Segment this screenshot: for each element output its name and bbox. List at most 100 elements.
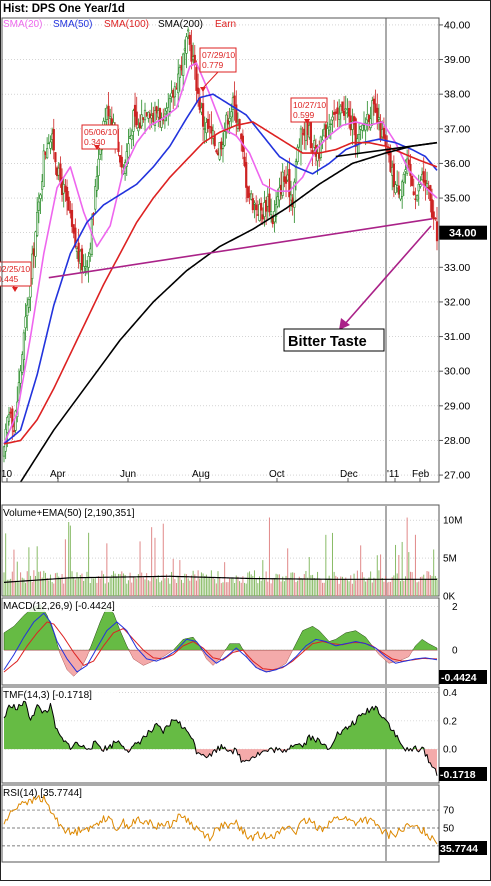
candle: [80, 244, 84, 284]
y-tick-label: 38.00: [444, 89, 470, 101]
candle: [37, 192, 40, 224]
candle: [109, 108, 112, 127]
candle: [260, 197, 263, 224]
candle: [221, 132, 225, 163]
candle: [160, 112, 163, 132]
candle: [215, 149, 218, 154]
candle: [382, 117, 386, 140]
tmf-title: TMF(14,3) [-0.1718]: [3, 690, 92, 701]
y-tick-label: 35.00: [444, 193, 470, 205]
last-price-tag: [439, 225, 487, 240]
candlesticks: [2, 27, 439, 463]
volume-tick-label: 0K: [443, 592, 456, 603]
candle: [371, 96, 374, 127]
candle: [281, 163, 284, 199]
candle: [402, 171, 405, 197]
ma-line-sma100: [3, 121, 438, 445]
candle: [130, 129, 133, 149]
candle: [258, 198, 261, 222]
rsi-frame: [1, 784, 440, 863]
candle: [361, 123, 364, 139]
macd-tick-label: 0: [452, 646, 458, 657]
candle: [27, 296, 30, 313]
candle: [190, 29, 193, 70]
candle: [255, 195, 258, 223]
y-tick-label: 36.00: [444, 158, 470, 170]
candle: [364, 117, 367, 146]
candle: [155, 105, 158, 121]
x-tick-label: '10: [0, 469, 12, 480]
y-tick-label: 32.00: [444, 296, 470, 308]
candle: [432, 200, 435, 230]
candle: [425, 171, 429, 195]
candle: [246, 185, 249, 202]
candle: [21, 351, 24, 376]
macd-tick-label: 2: [452, 602, 458, 613]
candle: [274, 192, 278, 224]
legend-item-sma200: SMA(200): [158, 19, 203, 30]
candle: [210, 111, 213, 145]
volume-title: Volume+EMA(50) [2,190,351]: [3, 508, 135, 519]
candle: [328, 113, 331, 139]
earnings-value: 0.340: [84, 137, 106, 147]
price-grid: [2, 18, 439, 482]
y-tick-label: 28.00: [444, 435, 470, 447]
candle: [65, 179, 69, 216]
trendlines: [48, 141, 438, 279]
candle: [39, 193, 42, 214]
macd-last-value: -0.4424: [441, 672, 477, 684]
candle: [49, 135, 52, 155]
y-tick-label: 31.00: [444, 331, 470, 343]
candle: [288, 157, 291, 213]
candle: [243, 146, 246, 168]
macd-line: [3, 612, 438, 673]
candle: [133, 92, 137, 128]
rsi-tick-label: 70: [443, 806, 455, 817]
earnings-box: [290, 97, 328, 123]
candle: [185, 32, 188, 69]
earnings-arrow-line: [202, 71, 219, 89]
candle: [182, 52, 185, 91]
candle: [226, 111, 230, 134]
candle: [331, 110, 334, 133]
candle: [34, 230, 37, 268]
candle: [24, 303, 27, 341]
candle: [70, 203, 74, 233]
earnings-value: 0.599: [293, 110, 315, 120]
support-trendline: [48, 218, 433, 279]
x-tick-label: Aug: [192, 469, 210, 480]
candle: [245, 152, 248, 203]
earnings-markers: 02/25/100.445 05/06/100.340 07/29/100.779 1…: [0, 47, 328, 292]
candle: [140, 99, 143, 129]
annotation-group: Bitter Taste: [283, 225, 432, 352]
candle: [309, 118, 313, 153]
tmf-tick-label: 0.2: [443, 716, 457, 727]
macd-title: MACD(12,26,9) [-0.4424]: [3, 601, 115, 612]
volume-tick-label: 5M: [443, 554, 457, 565]
candle: [329, 119, 332, 140]
earnings-arrow-head: [94, 145, 100, 150]
candle: [173, 82, 176, 106]
date-axis: '10 Apr Jun Aug Oct Dec '11 Feb: [0, 469, 430, 482]
candle: [319, 135, 322, 161]
ma-line-sma200: [19, 141, 438, 483]
candle: [137, 118, 140, 136]
earnings-marker: 10/27/100.599: [290, 97, 328, 124]
tmf-last-tag: [439, 767, 487, 781]
earnings-date: 10/27/10: [293, 100, 326, 110]
x-tick-label: '11: [387, 469, 400, 480]
candle: [26, 297, 29, 331]
earnings-marker: 02/25/100.445: [0, 261, 32, 292]
macd-title-bg: [3, 600, 151, 612]
candle: [177, 59, 180, 108]
candle: [107, 91, 110, 125]
volume-panel: Volume+EMA(50) [2,190,351] 10M 5M 0K: [1, 504, 462, 603]
candle: [276, 188, 279, 209]
candle: [253, 200, 256, 219]
tmf-last-value: -0.1718: [440, 769, 476, 781]
rsi-last-tag: [439, 841, 487, 855]
candle: [87, 251, 90, 283]
y-tick-label: 33.00: [444, 262, 470, 274]
rsi-tick-label: 50: [443, 823, 455, 834]
candle: [22, 329, 26, 371]
